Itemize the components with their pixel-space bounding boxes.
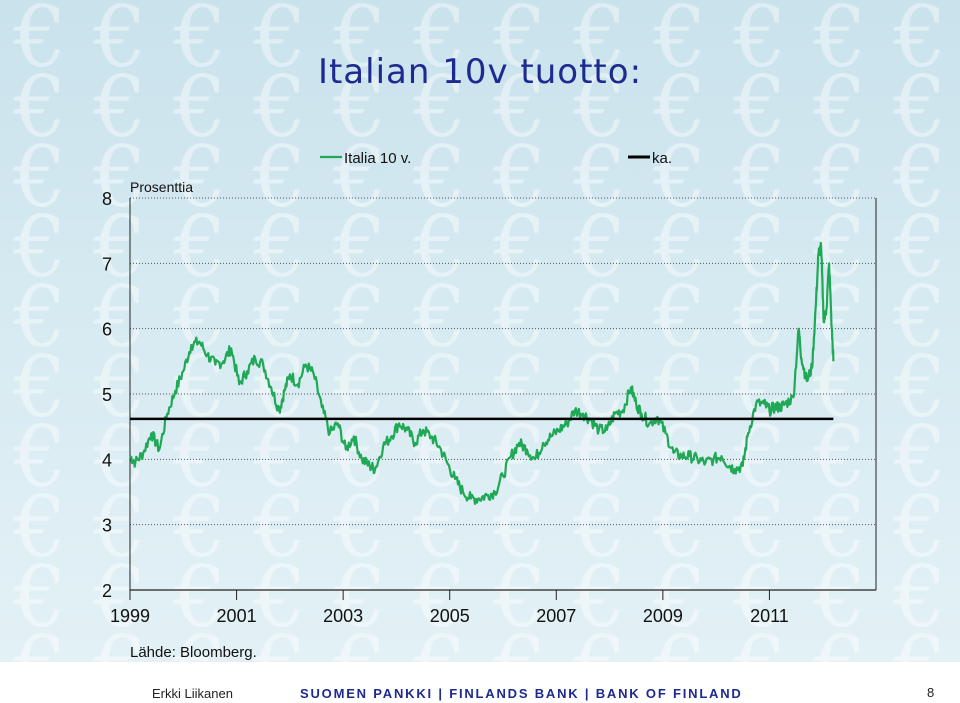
chart-legend: Italia 10 v. ka.: [320, 150, 672, 167]
page-number: 8: [927, 685, 935, 700]
x-tick-label: 2005: [430, 606, 470, 626]
y-tick-label: 7: [102, 254, 112, 274]
y-tick-label: 3: [102, 516, 112, 536]
legend-label: ka.: [652, 150, 672, 167]
series-line-italia-10v: [129, 241, 835, 505]
source-note: Lähde: Bloomberg.: [130, 644, 257, 661]
x-tick-label: 2009: [643, 606, 683, 626]
footer-bank-name: SUOMEN PANKKI | FINLANDS BANK | BANK OF …: [300, 686, 743, 701]
y-axis-label: Prosenttia: [130, 179, 193, 195]
slide-background: € € € € € € € € € € € € € € € € € € € € € € € € € € € € € € € € € € € € € € € €…: [0, 0, 960, 662]
x-tick-label: 2003: [323, 606, 363, 626]
chart-gridlines: [130, 197, 876, 526]
y-tick-labels: 2 3 4 5 6 7 8: [102, 189, 112, 601]
footer-author: Erkki Liikanen: [152, 686, 233, 701]
footer: Erkki Liikanen SUOMEN PANKKI | FINLANDS …: [0, 662, 960, 703]
chart-series: [129, 241, 835, 505]
legend-label: Italia 10 v.: [344, 150, 411, 167]
y-tick-label: 8: [102, 189, 112, 209]
line-chart: 2 3 4 5 6 7 8 1999 2001 2003 2005 2007 2009 2011 Pro…: [102, 150, 877, 661]
chart-axes: [129, 198, 877, 591]
y-tick-label: 2: [102, 581, 112, 601]
x-tick-label: 2011: [750, 606, 789, 626]
x-tick-labels: 1999 2001 2003 2005 2007 2009 2011: [110, 590, 789, 626]
y-tick-label: 6: [102, 320, 112, 340]
x-tick-label: 1999: [110, 606, 150, 626]
x-tick-label: 2007: [536, 606, 576, 626]
slide-title: Italian 10v tuotto:: [317, 52, 643, 92]
y-tick-label: 4: [102, 450, 112, 470]
y-tick-label: 5: [102, 385, 112, 405]
x-tick-label: 2001: [217, 606, 257, 626]
